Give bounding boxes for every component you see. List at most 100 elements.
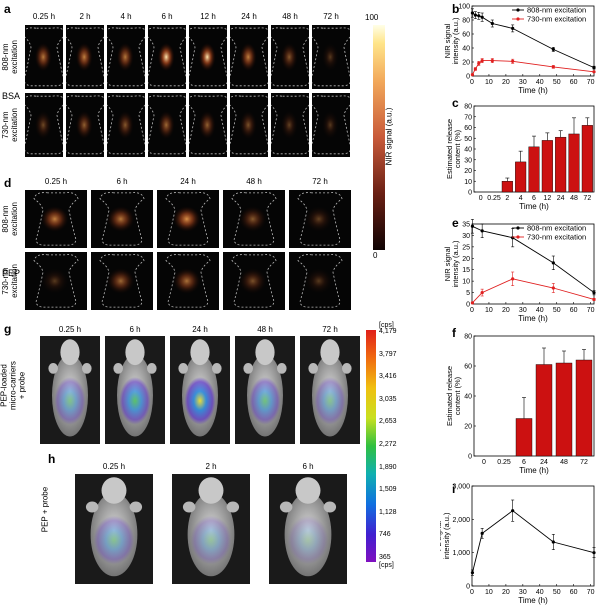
x-tick-label: 50 — [553, 79, 561, 86]
y-tick-label: 0 — [468, 454, 472, 461]
x-tick-label: 30 — [519, 589, 527, 596]
nir-image-808 — [289, 190, 351, 248]
time-label: 6 h — [116, 177, 128, 186]
panel-label-e: e — [452, 216, 459, 230]
x-tick-label: 0 — [470, 307, 474, 314]
panel-label-a: a — [4, 2, 11, 16]
nir-colorbar-max: 100 — [365, 13, 379, 22]
y-tick-label: 3,000 — [452, 484, 470, 491]
series-line — [472, 60, 595, 75]
panel-d-group-label: PEP — [2, 268, 21, 278]
x-tick-label: 0 — [479, 195, 483, 202]
chart-e: 0 10 20 30 40 50 60 70 0 5 10 15 20 25 30 35 Time (h) NIR… — [443, 219, 596, 323]
y-tick-label: 10 — [464, 179, 472, 186]
nir-image-808 — [271, 25, 309, 89]
nir-image-730 — [312, 93, 350, 157]
time-label: 4 h — [120, 12, 132, 21]
panel-g-side-label-text: PEP-loaded micro-carriers + probe — [0, 361, 27, 410]
data-point — [470, 301, 475, 305]
nir-image-730 — [148, 93, 186, 157]
x-tick-label: 0.25 — [497, 459, 511, 466]
x-tick-label: 40 — [536, 589, 544, 596]
data-point — [473, 13, 477, 17]
time-label: 48 h — [282, 12, 298, 21]
fl-image — [269, 474, 347, 584]
y-tick-label: 30 — [464, 157, 472, 164]
time-label: 48 h — [257, 325, 273, 334]
x-tick-label: 24 — [540, 459, 548, 466]
x-axis-label: Time (h) — [518, 86, 548, 95]
row-label: 730-nm excitation — [1, 264, 19, 298]
y-axis-label: NIR signalintensity (a.u.) — [443, 240, 460, 288]
nir-image-808 — [25, 190, 87, 248]
series-line — [471, 510, 595, 573]
nir-image-730 — [230, 93, 268, 157]
fl-image — [40, 336, 100, 444]
nir-image-730 — [107, 93, 145, 157]
fl-colorbar-unit-bottom: [cps] — [379, 562, 394, 569]
data-point — [480, 290, 484, 295]
y-tick-label: 35 — [462, 222, 470, 229]
x-tick-label: 70 — [587, 79, 595, 86]
fl-image — [235, 336, 295, 444]
x-axis-label: Time (h) — [519, 466, 549, 475]
data-point — [592, 70, 596, 74]
bar — [555, 362, 573, 457]
nir-image-808 — [25, 25, 63, 89]
y-axis-label: Estimated releasecontent (%) — [445, 119, 462, 179]
bar — [555, 136, 567, 193]
legend-entry: 808-nm excitation — [527, 6, 586, 15]
x-axis-label: Time (h) — [518, 596, 548, 605]
y-tick-label: 10 — [462, 279, 470, 286]
data-point — [551, 286, 555, 290]
y-tick-label: 40 — [464, 147, 472, 154]
fl-colorbar — [366, 330, 376, 562]
bar — [581, 125, 593, 193]
x-tick-label: 70 — [587, 589, 595, 596]
fl-colorbar-unit-top: [cps] — [379, 322, 394, 329]
x-tick-label: 20 — [502, 79, 510, 86]
x-tick-label: 10 — [485, 307, 493, 314]
panel-label-d: d — [4, 176, 12, 190]
time-label: 12 h — [200, 12, 216, 21]
legend-marker — [516, 8, 520, 12]
x-tick-label: 20 — [502, 307, 510, 314]
x-tick-label: 6 — [532, 195, 536, 202]
nir-image-808 — [223, 190, 285, 248]
y-tick-label: 60 — [464, 125, 472, 132]
x-tick-label: 60 — [570, 589, 578, 596]
data-point — [490, 21, 494, 26]
legend-entry: 730-nm excitation — [527, 15, 586, 24]
row-label: 808-nm excitation — [1, 40, 19, 74]
nir-image-730 — [223, 252, 285, 310]
nir-image-808 — [91, 190, 153, 248]
fl-colorbar-tick: 4,179 — [379, 328, 397, 335]
time-label: 72 h — [323, 12, 339, 21]
fl-colorbar-tick: 3,416 — [379, 373, 397, 381]
time-label: 6 h — [161, 12, 173, 21]
data-point — [511, 26, 515, 30]
x-tick-label: 60 — [570, 79, 578, 86]
y-tick-label: 5 — [466, 290, 470, 297]
nir-image-808 — [312, 25, 350, 89]
fl-colorbar-tick: 3,035 — [379, 395, 397, 403]
bar — [575, 359, 593, 457]
y-tick-label: 50 — [464, 136, 472, 143]
nir-colorbar-min: 0 — [373, 251, 378, 260]
x-tick-label: 50 — [553, 589, 561, 596]
time-label: 6 h — [129, 325, 141, 334]
panel-label-f: f — [452, 326, 456, 340]
x-tick-label: 10 — [485, 589, 493, 596]
data-point — [477, 14, 481, 18]
y-tick-label: 1,000 — [452, 550, 470, 557]
y-tick-label: 60 — [462, 32, 470, 39]
x-tick-label: 72 — [583, 195, 591, 202]
nir-image-730 — [189, 93, 227, 157]
y-tick-label: 0 — [466, 584, 470, 591]
panel-label-i: i — [452, 482, 456, 496]
data-point — [551, 47, 555, 52]
x-tick-label: 50 — [553, 307, 561, 314]
time-label: 0.25 h — [102, 462, 126, 471]
y-tick-label: 15 — [462, 267, 470, 274]
